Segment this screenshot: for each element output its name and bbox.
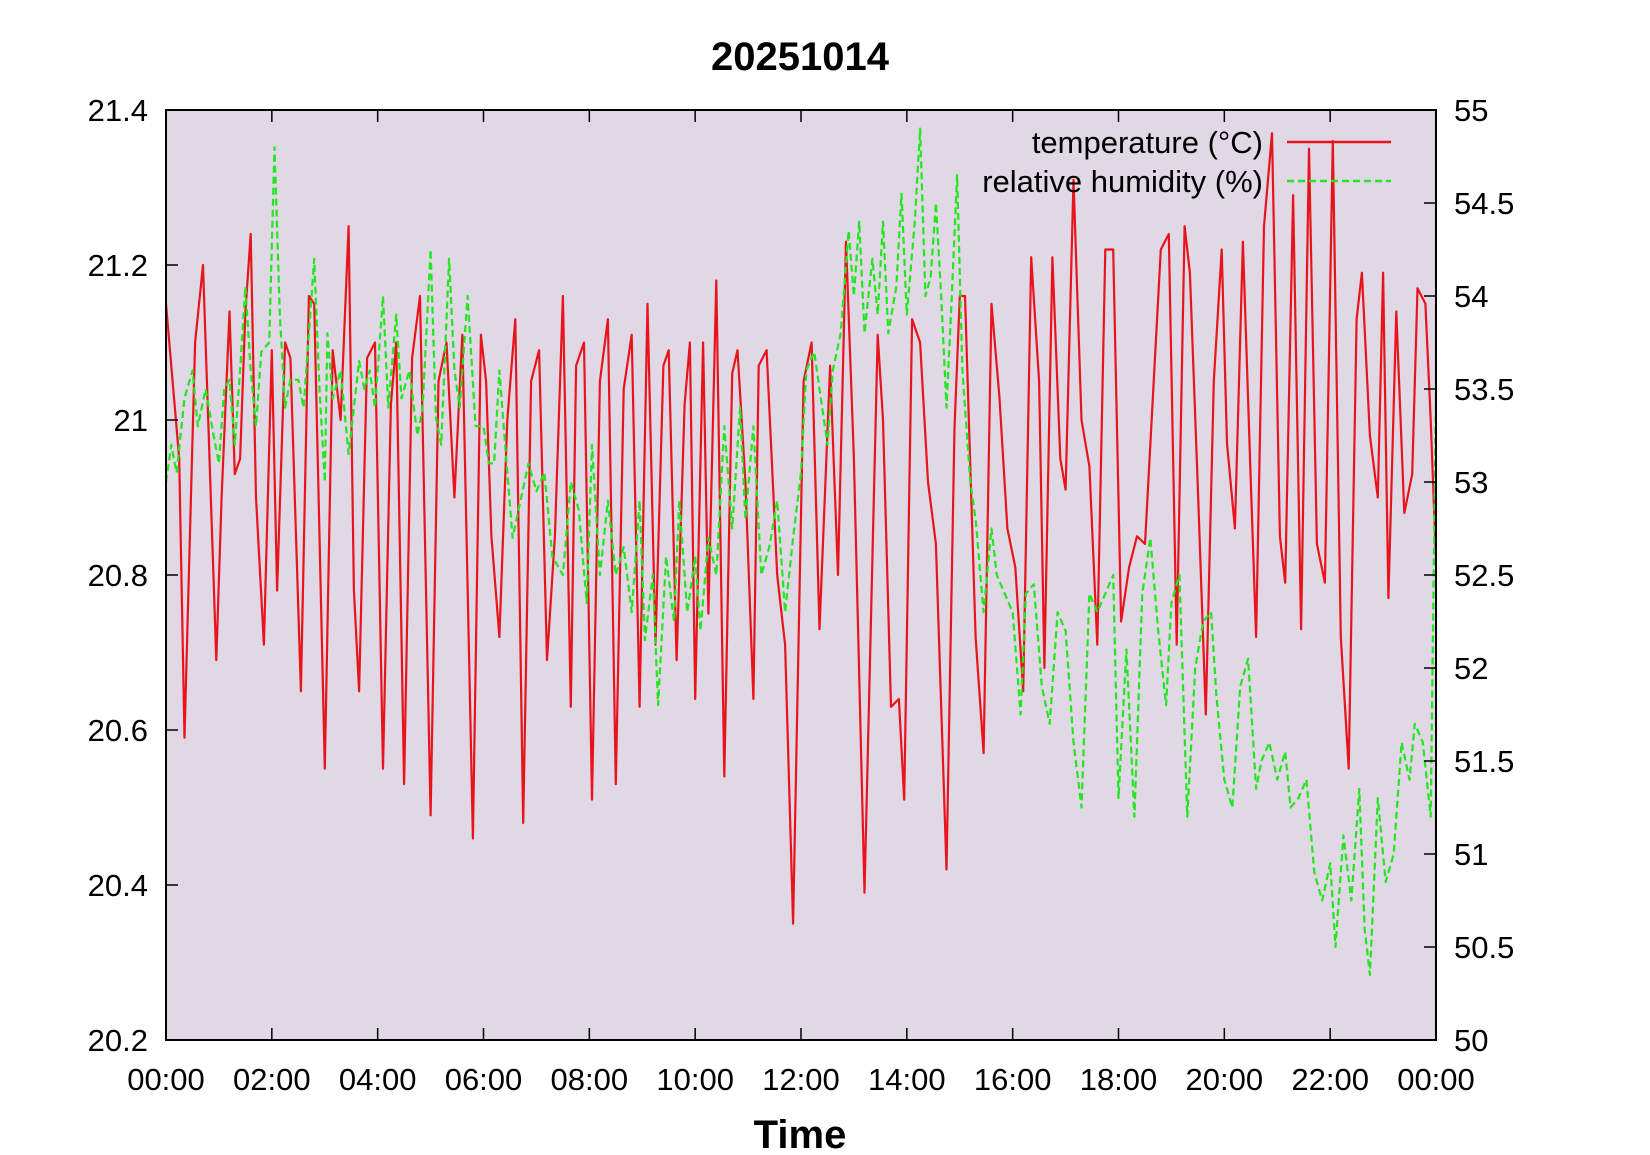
x-tick-label: 12:00 (762, 1062, 840, 1097)
y-tick-label: 21.4 (88, 93, 148, 128)
y-tick-label: 21 (114, 403, 148, 438)
y2-tick-label: 53.5 (1454, 372, 1514, 407)
x-tick-label: 02:00 (233, 1062, 311, 1097)
x-tick-label: 04:00 (339, 1062, 417, 1097)
legend: temperature (°C) relative humidity (%) (982, 125, 1391, 199)
x-tick-label: 22:00 (1291, 1062, 1369, 1097)
x-tick-label: 00:00 (127, 1062, 205, 1097)
x-tick-label: 10:00 (656, 1062, 734, 1097)
x-tick-label: 14:00 (868, 1062, 946, 1097)
y-tick-label: 20.6 (88, 713, 148, 748)
y-tick-label: 21.2 (88, 248, 148, 283)
y2-tick-label: 54 (1454, 279, 1488, 314)
y2-tick-label: 54.5 (1454, 186, 1514, 221)
x-tick-label: 08:00 (551, 1062, 629, 1097)
y2-tick-label: 53 (1454, 465, 1488, 500)
legend-label-temperature: temperature (°C) (1032, 125, 1263, 160)
y-tick-label: 20.2 (88, 1023, 148, 1058)
x-tick-label: 20:00 (1186, 1062, 1264, 1097)
series-line-humidity (166, 127, 1436, 976)
x-tick-label: 18:00 (1080, 1062, 1158, 1097)
y2-tick-label: 51.5 (1454, 744, 1514, 779)
y2-tick-label: 55 (1454, 93, 1488, 128)
x-tick-label: 06:00 (445, 1062, 523, 1097)
plot-area (166, 110, 1436, 1040)
y2-tick-label: 51 (1454, 837, 1488, 872)
y-tick-label: 20.4 (88, 868, 148, 903)
y2-tick-label: 50.5 (1454, 930, 1514, 965)
y2-tick-label: 52 (1454, 651, 1488, 686)
x-tick-label: 00:00 (1397, 1062, 1475, 1097)
chart-title: 20251014 (711, 35, 890, 79)
y-tick-label: 20.8 (88, 558, 148, 593)
series-line-temperature (166, 132, 1436, 925)
legend-label-humidity: relative humidity (%) (982, 164, 1263, 199)
y2-tick-label: 50 (1454, 1023, 1488, 1058)
x-axis-label: Time (754, 1113, 847, 1155)
y2-tick-label: 52.5 (1454, 558, 1514, 593)
x-tick-label: 16:00 (974, 1062, 1052, 1097)
